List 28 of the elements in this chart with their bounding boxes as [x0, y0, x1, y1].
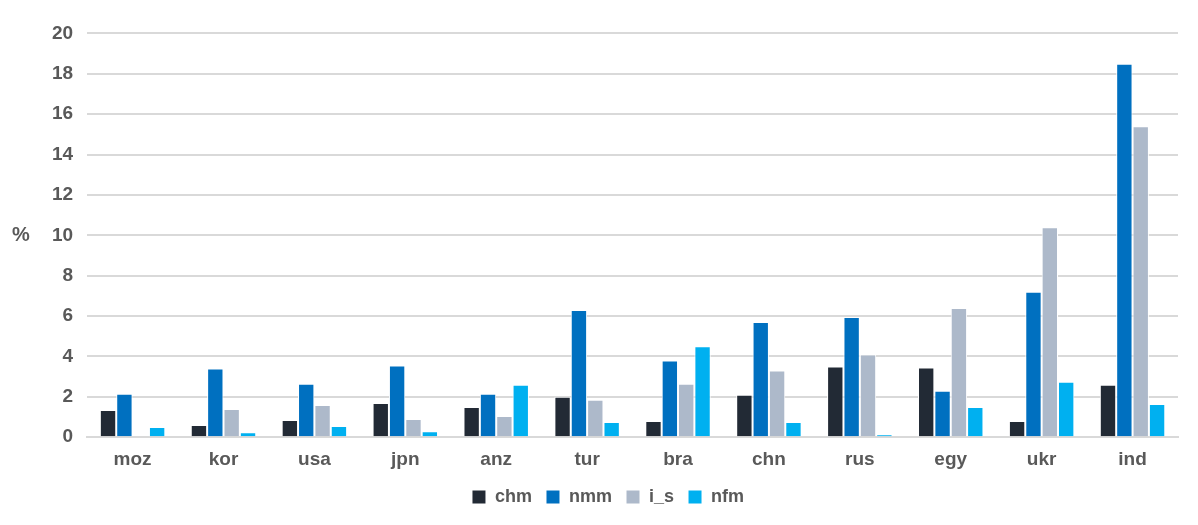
y-tick-label: 6: [62, 304, 74, 326]
y-tick-label: 8: [62, 263, 74, 285]
y-axis-title: %: [12, 222, 30, 245]
legend-label: nmm: [568, 485, 613, 506]
legend-label: chm: [494, 485, 532, 506]
y-tick-label: 2: [62, 385, 74, 407]
x-tick-label: kor: [208, 447, 239, 469]
x-tick-label: ind: [1118, 447, 1147, 469]
x-tick-label: jpn: [390, 447, 420, 469]
y-tick-label: 10: [51, 223, 74, 245]
x-tick-label: tur: [574, 447, 601, 469]
x-tick-label: bra: [663, 447, 694, 469]
x-tick-label: ukr: [1026, 447, 1058, 469]
x-tick-label: moz: [113, 447, 152, 469]
y-tick-label: 18: [51, 62, 74, 84]
y-tick-label: 12: [51, 183, 74, 205]
legend-label: i_s: [649, 485, 675, 506]
y-tick-label: 16: [51, 102, 74, 124]
x-tick-label: rus: [845, 447, 875, 469]
x-tick-label: egy: [934, 447, 968, 469]
y-tick-label: 20: [51, 21, 74, 43]
x-tick-label: chn: [752, 447, 786, 469]
legend-label: nfm: [711, 485, 745, 506]
y-tick-label: 0: [62, 425, 74, 447]
x-tick-label: usa: [298, 447, 332, 469]
y-tick-label: 4: [62, 344, 74, 366]
y-tick-label: 14: [51, 142, 74, 164]
x-tick-label: anz: [480, 447, 513, 469]
